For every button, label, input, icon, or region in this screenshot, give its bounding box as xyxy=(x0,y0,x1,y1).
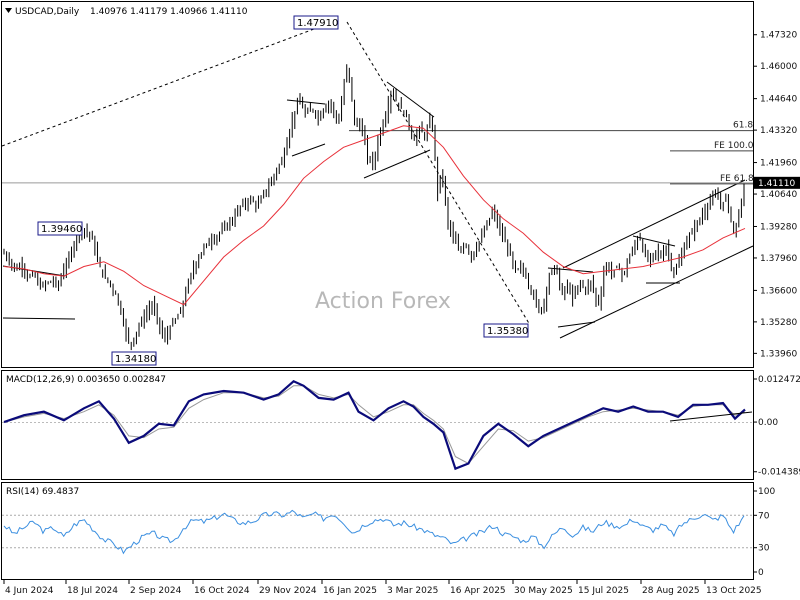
rsi-axis: 100 70 30 0 xyxy=(2,487,775,578)
rsi-tick-label: 0 xyxy=(758,568,764,578)
price-axis: 1.47320 1.46000 1.44640 1.43320 1.41960 1.406… xyxy=(753,31,797,359)
flag-bottom xyxy=(291,143,326,157)
price-tick-label: 1.43320 xyxy=(760,126,797,136)
level-fe100-label: FE 100.0 xyxy=(714,141,754,151)
price-tick-label: 1.37960 xyxy=(760,254,797,264)
rsi-line xyxy=(3,509,745,555)
triangle-down-icon[interactable] xyxy=(5,8,12,13)
swing-label-box xyxy=(293,15,339,30)
price-tick-label: 1.36600 xyxy=(760,286,797,296)
current-price-box xyxy=(754,176,800,189)
macd-tick-label: 0.00 xyxy=(758,418,778,428)
wedge-top xyxy=(386,81,435,118)
price-tick-label: 1.44640 xyxy=(760,95,797,105)
channel-bottom-2024 xyxy=(2,317,76,320)
price-tick-label: 1.33960 xyxy=(760,349,797,359)
time-tick-label: 2 Sep 2024 xyxy=(130,586,182,596)
level-61-8-label: 61.8 xyxy=(733,121,753,131)
time-axis: 4 Jun 2024 18 Jul 2024 2 Sep 2024 16 Oct 20… xyxy=(3,580,762,596)
time-tick-label: 13 Oct 2025 xyxy=(706,586,762,596)
macd-tick-label: -0.014389 xyxy=(758,468,800,478)
time-tick-label: 16 Apr 2025 xyxy=(450,586,506,596)
rsi-pane-frame xyxy=(1,482,754,580)
channel-upper xyxy=(562,179,746,269)
price-pane-frame xyxy=(1,1,754,368)
time-tick-label: 15 Jul 2025 xyxy=(578,586,629,596)
time-tick-label: 18 Jul 2024 xyxy=(67,586,118,596)
swing-label-box xyxy=(37,221,83,236)
price-tick-label: 1.35280 xyxy=(760,318,797,328)
swing-label-box xyxy=(483,323,529,338)
time-tick-label: 4 Jun 2024 xyxy=(5,586,54,596)
rsi-tick-label: 70 xyxy=(758,511,770,521)
trendline-decline xyxy=(346,21,531,326)
trendlines xyxy=(1,19,754,339)
macd-trendline xyxy=(669,411,753,422)
channel-lower xyxy=(559,245,754,339)
time-tick-label: 16 Oct 2024 xyxy=(194,586,250,596)
watermark: Action Forex xyxy=(315,289,451,314)
current-price-label: 1.41110 xyxy=(758,179,795,189)
swing-label: 1.34180 xyxy=(115,354,156,365)
time-tick-label: 29 Nov 2024 xyxy=(259,586,317,596)
current-price-marker: 1.41110 xyxy=(754,176,800,189)
level-fe618-label: FE 61.8 xyxy=(720,174,754,184)
swing-label-box xyxy=(111,351,157,366)
symbol-label: USDCAD,Daily xyxy=(15,7,80,17)
price-tick-label: 1.41960 xyxy=(760,159,797,169)
price-candles xyxy=(3,64,745,351)
ema-line xyxy=(3,125,746,306)
rsi-tick-label: 100 xyxy=(758,487,775,497)
wedge-bottom xyxy=(363,149,431,179)
price-tick-label: 1.39280 xyxy=(760,222,797,232)
ohlc-label: 1.40976 1.41179 1.40966 1.41110 xyxy=(90,7,248,17)
rsi-tick-label: 30 xyxy=(758,544,770,554)
swing-label: 1.39460 xyxy=(41,224,82,235)
macd-pane-frame xyxy=(1,370,754,480)
box-top xyxy=(547,267,594,273)
macd-tick-label: 0.012472 xyxy=(758,375,800,385)
swing-label: 1.47910 xyxy=(297,18,338,29)
macd-axis: 0.012472 0.00 -0.014389 xyxy=(753,375,800,478)
rsi-title: RSI(14) 69.4837 xyxy=(6,487,79,497)
time-tick-label: 16 Jan 2025 xyxy=(323,586,377,596)
price-tick-label: 1.47320 xyxy=(760,31,797,41)
time-tick-label: 30 May 2025 xyxy=(514,586,573,596)
swing-label: 1.35380 xyxy=(487,326,528,337)
fibonacci-levels: 61.8 FE 100.0 FE 61.8 xyxy=(2,121,754,185)
price-tick-label: 1.46000 xyxy=(760,62,797,72)
box-bottom xyxy=(557,321,596,328)
macd-line xyxy=(3,380,746,471)
time-tick-label: 3 Mar 2025 xyxy=(387,586,438,596)
swing-labels: 1.47910 1.39460 1.34180 1.35380 xyxy=(37,15,529,366)
flag-top xyxy=(286,99,326,105)
macd-title: MACD(12,26,9) 0.003650 0.002847 xyxy=(6,375,166,385)
time-tick-label: 28 Aug 2025 xyxy=(642,586,700,596)
price-tick-label: 1.40640 xyxy=(760,190,797,200)
